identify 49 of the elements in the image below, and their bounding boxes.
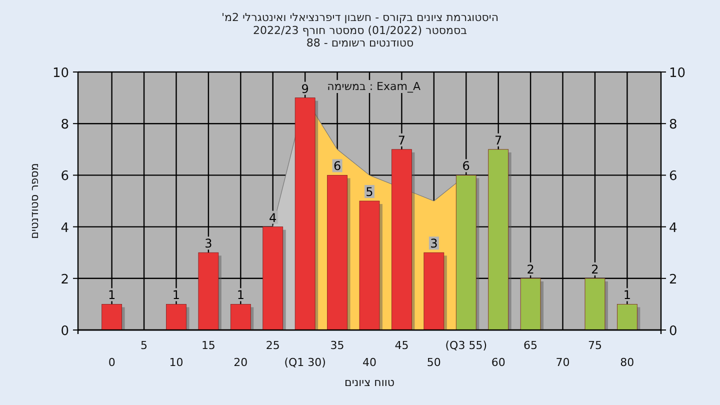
- data-label: 6: [333, 159, 342, 174]
- x-tick-label: 15: [201, 339, 216, 352]
- y2-tick-label: 6: [669, 169, 678, 184]
- chart-title: 'היסטוגרמת ציונים בקורס - חשבון דיפרנציאלי ואינטגרלי 2מ: [221, 11, 499, 24]
- y2-tick-label: 8: [669, 118, 678, 133]
- x-tick-label: 20: [234, 356, 248, 369]
- y-tick-label: 6: [60, 169, 69, 184]
- x-tick-label: 45: [394, 339, 409, 352]
- data-label: 1: [172, 288, 180, 302]
- data-label: 5: [366, 185, 374, 199]
- y-tick-label: 4: [60, 220, 69, 236]
- y2-tick-label: 0: [669, 324, 678, 339]
- x-tick-label: 50: [426, 356, 441, 369]
- data-label: 3: [430, 236, 438, 251]
- data-label: 6: [462, 159, 470, 174]
- x-tick-label: 5: [140, 339, 148, 352]
- x-tick-label: 70: [556, 356, 570, 369]
- x-tick-label: 60: [491, 356, 506, 369]
- data-label: 1: [623, 288, 631, 302]
- data-label: 3: [204, 236, 212, 251]
- x-tick-label: 75: [588, 339, 602, 352]
- x-tick-label: (Q3 55): [445, 339, 487, 352]
- data-label: 1: [236, 288, 244, 302]
- y2-tick-label: 2: [669, 272, 678, 288]
- x-tick-label: 25: [266, 339, 280, 352]
- x-tick-label: 35: [330, 339, 344, 352]
- y2-tick-label: 10: [669, 66, 686, 81]
- y2-tick-label: 4: [669, 220, 678, 236]
- x-tick-label: 80: [620, 356, 634, 369]
- y-tick-label: 10: [52, 66, 69, 81]
- y-tick-label: 0: [60, 324, 69, 339]
- x-tick-label: 65: [524, 339, 538, 352]
- x-tick-label: 40: [362, 356, 376, 369]
- y-axis-title: מספר סטודנטים: [28, 163, 41, 239]
- x-axis-title: טווח ציונים: [344, 376, 394, 389]
- y-tick-label: 2: [60, 272, 69, 288]
- data-label: 7: [398, 133, 406, 148]
- x-tick-label: 10: [169, 356, 184, 369]
- data-label: 2: [591, 262, 599, 276]
- y-tick-label: 8: [60, 118, 69, 133]
- x-tick-label: (Q1 30): [284, 356, 326, 369]
- chart-subtitle: בסמסטר (01/2022) סמסטר חורף 2022/23 סטודנטים רשומים - 88: [253, 24, 467, 50]
- data-label: 9: [301, 82, 309, 96]
- data-label: 7: [494, 133, 502, 148]
- data-label: 1: [108, 288, 116, 302]
- data-label: 2: [526, 262, 534, 276]
- x-tick-label: 0: [108, 356, 116, 369]
- annotation: במשימה : Exam_A: [327, 80, 421, 93]
- data-label: 4: [269, 210, 277, 225]
